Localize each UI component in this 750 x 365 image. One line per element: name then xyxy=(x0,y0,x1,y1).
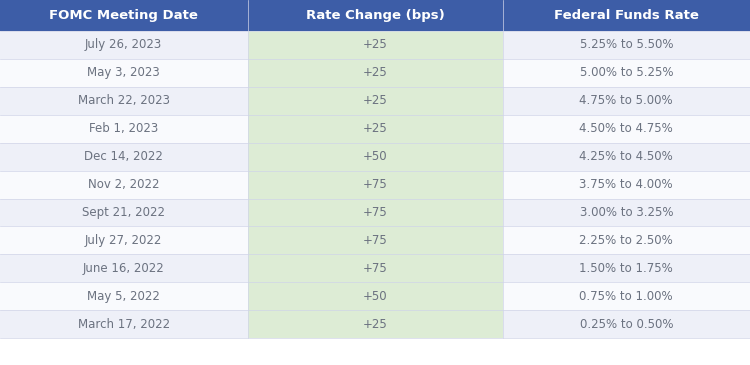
Bar xyxy=(248,59,502,87)
Text: +75: +75 xyxy=(363,206,387,219)
Text: 5.00% to 5.25%: 5.00% to 5.25% xyxy=(580,66,673,80)
Text: 0.25% to 0.50%: 0.25% to 0.50% xyxy=(580,318,673,331)
Text: 3.75% to 4.00%: 3.75% to 4.00% xyxy=(580,178,673,191)
Text: March 17, 2022: March 17, 2022 xyxy=(78,318,170,331)
Bar xyxy=(248,283,502,310)
Text: May 5, 2022: May 5, 2022 xyxy=(87,290,160,303)
Bar xyxy=(503,31,750,59)
Text: 4.25% to 4.50%: 4.25% to 4.50% xyxy=(579,150,674,163)
Bar xyxy=(503,199,750,226)
Text: 3.00% to 3.25%: 3.00% to 3.25% xyxy=(580,206,673,219)
Text: 2.25% to 2.50%: 2.25% to 2.50% xyxy=(579,234,674,247)
Text: Federal Funds Rate: Federal Funds Rate xyxy=(554,9,699,22)
Bar xyxy=(248,170,502,199)
Bar xyxy=(0,59,248,87)
Bar xyxy=(503,59,750,87)
Text: +25: +25 xyxy=(363,66,387,80)
Text: July 27, 2022: July 27, 2022 xyxy=(85,234,163,247)
Text: 0.75% to 1.00%: 0.75% to 1.00% xyxy=(580,290,673,303)
Bar xyxy=(0,0,248,31)
Bar xyxy=(503,143,750,171)
Bar xyxy=(0,115,248,143)
Text: +75: +75 xyxy=(363,262,387,275)
Text: +25: +25 xyxy=(363,38,387,51)
Text: FOMC Meeting Date: FOMC Meeting Date xyxy=(50,9,198,22)
Bar xyxy=(248,254,502,283)
Text: +75: +75 xyxy=(363,178,387,191)
Text: Feb 1, 2023: Feb 1, 2023 xyxy=(89,122,158,135)
Text: Sept 21, 2022: Sept 21, 2022 xyxy=(82,206,165,219)
Bar xyxy=(503,87,750,115)
Bar xyxy=(0,170,248,199)
Bar xyxy=(248,0,502,31)
Bar xyxy=(248,143,502,171)
Bar xyxy=(503,0,750,31)
Text: Rate Change (bps): Rate Change (bps) xyxy=(306,9,444,22)
Bar xyxy=(0,143,248,171)
Text: May 3, 2023: May 3, 2023 xyxy=(87,66,160,80)
Text: Dec 14, 2022: Dec 14, 2022 xyxy=(84,150,164,163)
Bar xyxy=(248,310,502,338)
Text: July 26, 2023: July 26, 2023 xyxy=(85,38,162,51)
Text: Nov 2, 2022: Nov 2, 2022 xyxy=(88,178,160,191)
Bar xyxy=(503,310,750,338)
Text: +25: +25 xyxy=(363,122,387,135)
Text: +50: +50 xyxy=(363,290,387,303)
Bar xyxy=(0,310,248,338)
Bar xyxy=(503,170,750,199)
Text: +75: +75 xyxy=(363,234,387,247)
Bar xyxy=(248,31,502,59)
Text: June 16, 2022: June 16, 2022 xyxy=(82,262,165,275)
Bar xyxy=(0,199,248,226)
Text: 4.75% to 5.00%: 4.75% to 5.00% xyxy=(580,94,673,107)
Bar xyxy=(248,115,502,143)
Bar xyxy=(503,115,750,143)
Bar xyxy=(503,226,750,254)
Bar xyxy=(0,226,248,254)
Text: +50: +50 xyxy=(363,150,387,163)
Text: +25: +25 xyxy=(363,318,387,331)
Bar xyxy=(0,283,248,310)
Bar xyxy=(503,283,750,310)
Bar xyxy=(248,199,502,226)
Text: 5.25% to 5.50%: 5.25% to 5.50% xyxy=(580,38,673,51)
Bar xyxy=(0,31,248,59)
Bar xyxy=(503,254,750,283)
Bar xyxy=(0,87,248,115)
Bar xyxy=(248,87,502,115)
Bar xyxy=(248,226,502,254)
Text: +25: +25 xyxy=(363,94,387,107)
Text: 1.50% to 1.75%: 1.50% to 1.75% xyxy=(579,262,674,275)
Text: March 22, 2023: March 22, 2023 xyxy=(78,94,170,107)
Text: 4.50% to 4.75%: 4.50% to 4.75% xyxy=(579,122,674,135)
Bar xyxy=(0,254,248,283)
